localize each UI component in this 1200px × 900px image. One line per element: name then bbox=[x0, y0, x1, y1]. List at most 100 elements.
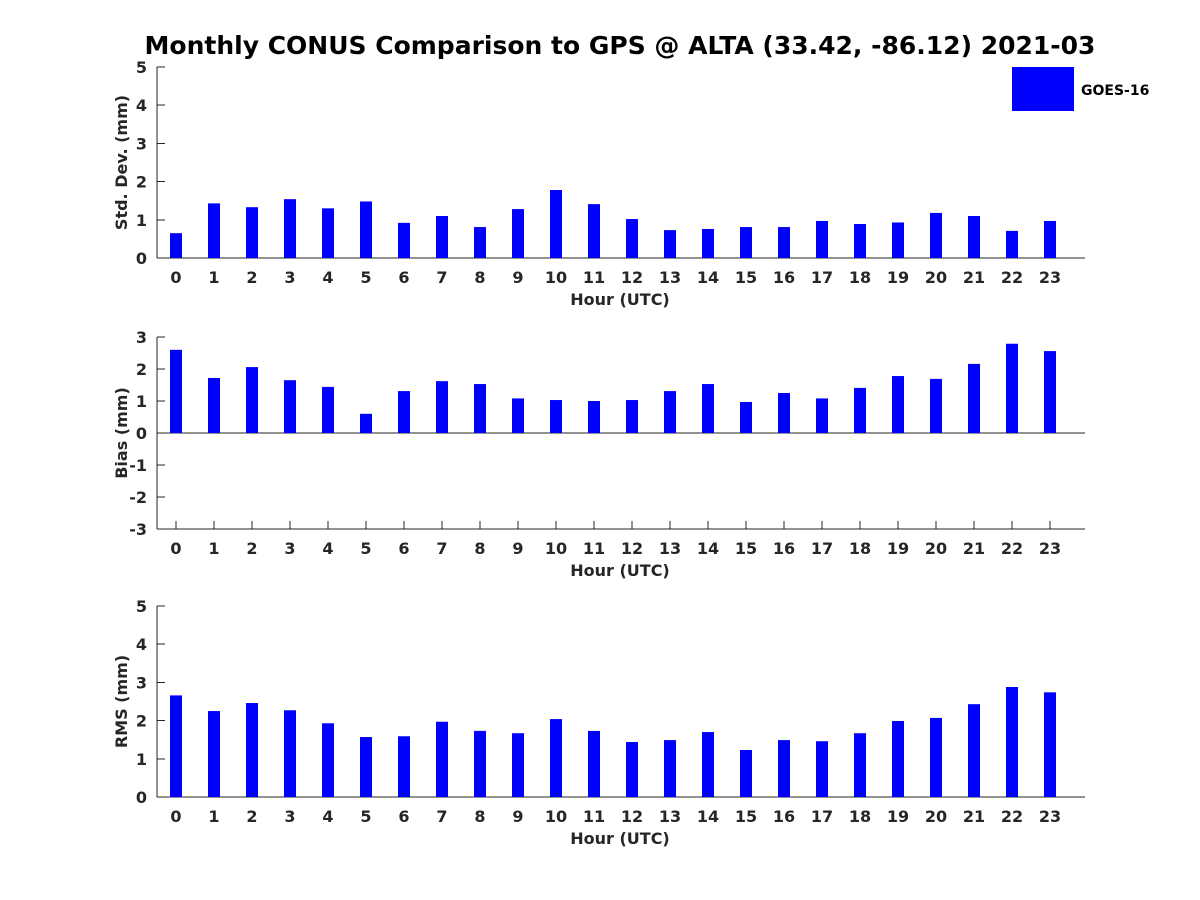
bar bbox=[474, 730, 486, 797]
bar bbox=[778, 393, 790, 433]
bar bbox=[1006, 343, 1018, 433]
x-tick-label: 15 bbox=[735, 268, 757, 287]
legend: GOES-16 bbox=[1012, 67, 1149, 111]
bar bbox=[588, 730, 600, 797]
x-tick-label: 0 bbox=[170, 807, 181, 826]
y-tick-label: 2 bbox=[136, 173, 147, 192]
bar bbox=[284, 380, 296, 433]
y-axis-label: Std. Dev. (mm) bbox=[112, 95, 131, 230]
bar bbox=[1006, 686, 1018, 797]
x-tick-label: 3 bbox=[284, 807, 295, 826]
x-tick-label: 13 bbox=[659, 539, 681, 558]
y-tick-label: 0 bbox=[136, 249, 147, 268]
x-tick-label: 10 bbox=[545, 268, 567, 287]
x-tick-label: 15 bbox=[735, 539, 757, 558]
x-tick-label: 1 bbox=[208, 268, 219, 287]
bar bbox=[740, 401, 752, 433]
x-tick-label: 21 bbox=[963, 268, 985, 287]
chart-title: Monthly CONUS Comparison to GPS @ ALTA (… bbox=[145, 31, 1096, 60]
bar bbox=[1044, 692, 1056, 797]
x-tick-label: 8 bbox=[474, 539, 485, 558]
x-tick-label: 12 bbox=[621, 539, 643, 558]
bar bbox=[1006, 230, 1018, 258]
bar bbox=[702, 228, 714, 258]
x-tick-label: 5 bbox=[360, 268, 371, 287]
x-tick-label: 19 bbox=[887, 807, 909, 826]
x-tick-label: 3 bbox=[284, 539, 295, 558]
bar bbox=[1044, 351, 1056, 433]
bar bbox=[436, 215, 448, 258]
x-tick-label: 18 bbox=[849, 539, 871, 558]
bar bbox=[208, 377, 220, 433]
bar bbox=[930, 212, 942, 258]
bar bbox=[626, 219, 638, 258]
bar bbox=[816, 741, 828, 797]
bar bbox=[512, 733, 524, 797]
x-tick-label: 23 bbox=[1039, 268, 1061, 287]
bar bbox=[968, 363, 980, 433]
bar bbox=[170, 233, 182, 258]
y-tick-label: 4 bbox=[136, 96, 147, 115]
bar bbox=[854, 387, 866, 433]
x-tick-label: 22 bbox=[1001, 807, 1023, 826]
x-tick-label: 22 bbox=[1001, 268, 1023, 287]
x-axis-label: Hour (UTC) bbox=[570, 290, 670, 309]
x-tick-label: 14 bbox=[697, 268, 719, 287]
x-tick-label: 22 bbox=[1001, 539, 1023, 558]
x-tick-label: 20 bbox=[925, 807, 947, 826]
x-tick-label: 11 bbox=[583, 807, 605, 826]
y-tick-label: 0 bbox=[136, 424, 147, 443]
y-tick-label: 2 bbox=[136, 712, 147, 731]
bar bbox=[702, 732, 714, 797]
bar bbox=[398, 222, 410, 258]
y-tick-label: 5 bbox=[136, 597, 147, 616]
x-tick-label: 8 bbox=[474, 807, 485, 826]
bar bbox=[702, 384, 714, 433]
x-tick-label: 13 bbox=[659, 807, 681, 826]
y-tick-label: 1 bbox=[136, 750, 147, 769]
bar bbox=[436, 381, 448, 433]
x-tick-label: 19 bbox=[887, 539, 909, 558]
y-tick-label: 3 bbox=[136, 134, 147, 153]
x-tick-label: 19 bbox=[887, 268, 909, 287]
x-tick-label: 21 bbox=[963, 539, 985, 558]
bar bbox=[854, 224, 866, 258]
x-tick-label: 7 bbox=[436, 807, 447, 826]
bar bbox=[170, 695, 182, 797]
x-tick-label: 1 bbox=[208, 807, 219, 826]
x-tick-label: 18 bbox=[849, 268, 871, 287]
y-tick-label: -1 bbox=[129, 456, 147, 475]
y-axis-label: RMS (mm) bbox=[112, 655, 131, 748]
bar bbox=[892, 222, 904, 258]
bar bbox=[246, 703, 258, 797]
x-tick-label: 13 bbox=[659, 268, 681, 287]
bar bbox=[626, 741, 638, 797]
x-tick-label: 4 bbox=[322, 807, 333, 826]
bar bbox=[474, 384, 486, 433]
bar bbox=[284, 199, 296, 258]
y-tick-label: -3 bbox=[129, 520, 147, 539]
bar bbox=[550, 400, 562, 433]
x-tick-label: 20 bbox=[925, 268, 947, 287]
x-tick-label: 11 bbox=[583, 539, 605, 558]
bar bbox=[816, 220, 828, 258]
x-tick-label: 4 bbox=[322, 539, 333, 558]
y-tick-label: -2 bbox=[129, 488, 147, 507]
x-tick-label: 1 bbox=[208, 539, 219, 558]
x-tick-label: 10 bbox=[545, 539, 567, 558]
x-tick-label: 23 bbox=[1039, 539, 1061, 558]
y-tick-label: 3 bbox=[136, 673, 147, 692]
bar bbox=[892, 720, 904, 797]
x-tick-label: 11 bbox=[583, 268, 605, 287]
x-axis-label: Hour (UTC) bbox=[570, 561, 670, 580]
x-tick-label: 3 bbox=[284, 268, 295, 287]
bar bbox=[778, 740, 790, 797]
x-tick-label: 17 bbox=[811, 268, 833, 287]
bar bbox=[208, 711, 220, 797]
y-tick-label: 4 bbox=[136, 635, 147, 654]
x-tick-label: 9 bbox=[512, 539, 523, 558]
